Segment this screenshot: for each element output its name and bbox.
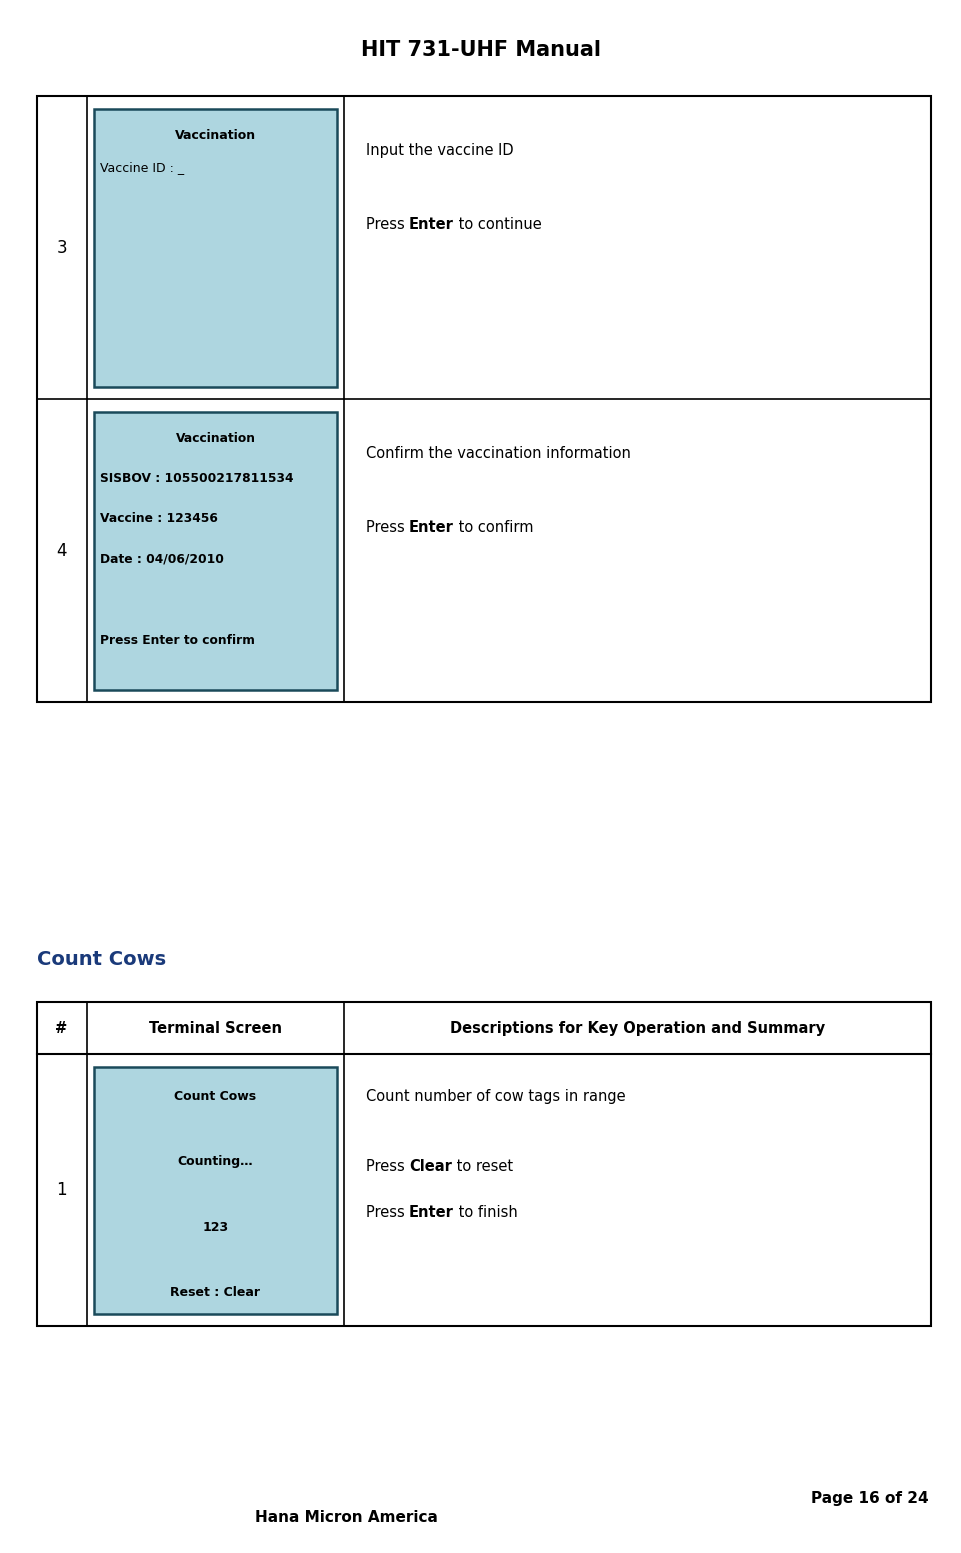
- Text: to finish: to finish: [454, 1205, 517, 1221]
- Text: to reset: to reset: [452, 1159, 512, 1174]
- Text: Page 16 of 24: Page 16 of 24: [810, 1491, 927, 1506]
- Text: Enter: Enter: [408, 520, 454, 536]
- Text: Terminal Screen: Terminal Screen: [149, 1020, 282, 1036]
- Text: Press: Press: [365, 1205, 408, 1221]
- Text: Press: Press: [365, 520, 408, 536]
- Text: Enter: Enter: [408, 1205, 454, 1221]
- Text: Press: Press: [365, 1159, 408, 1174]
- Text: Count number of cow tags in range: Count number of cow tags in range: [365, 1089, 625, 1104]
- Text: Input the vaccine ID: Input the vaccine ID: [365, 143, 512, 158]
- Text: Counting…: Counting…: [178, 1155, 253, 1168]
- Text: SISBOV : 105500217811534: SISBOV : 105500217811534: [100, 472, 293, 485]
- Text: Press Enter to confirm: Press Enter to confirm: [100, 634, 255, 646]
- Text: 1: 1: [56, 1182, 67, 1199]
- Text: Date : 04/06/2010: Date : 04/06/2010: [100, 553, 224, 565]
- Text: 3: 3: [56, 239, 67, 256]
- Text: to continue: to continue: [454, 217, 541, 233]
- Bar: [94, 1067, 336, 1314]
- Text: Count Cows: Count Cows: [174, 1090, 257, 1103]
- Text: to confirm: to confirm: [454, 520, 532, 536]
- Text: 123: 123: [202, 1221, 229, 1233]
- Text: #: #: [56, 1020, 67, 1036]
- Text: Vaccine : 123456: Vaccine : 123456: [100, 512, 218, 525]
- Text: Vaccination: Vaccination: [175, 129, 256, 141]
- Text: Vaccine ID : _: Vaccine ID : _: [100, 162, 184, 174]
- Text: Clear: Clear: [408, 1159, 452, 1174]
- Text: Press: Press: [365, 217, 408, 233]
- Bar: [94, 109, 336, 387]
- Text: Confirm the vaccination information: Confirm the vaccination information: [365, 446, 629, 461]
- Text: 4: 4: [57, 542, 66, 559]
- Text: Descriptions for Key Operation and Summary: Descriptions for Key Operation and Summa…: [450, 1020, 825, 1036]
- Bar: [37, 1002, 930, 1326]
- Text: HIT 731-UHF Manual: HIT 731-UHF Manual: [360, 40, 601, 61]
- Text: Vaccination: Vaccination: [175, 432, 256, 444]
- Bar: [94, 412, 336, 690]
- Bar: [37, 96, 930, 702]
- Text: Hana Micron America: Hana Micron America: [255, 1510, 437, 1525]
- Text: Count Cows: Count Cows: [37, 950, 165, 969]
- Text: Enter: Enter: [408, 217, 454, 233]
- Text: Reset : Clear: Reset : Clear: [170, 1286, 260, 1298]
